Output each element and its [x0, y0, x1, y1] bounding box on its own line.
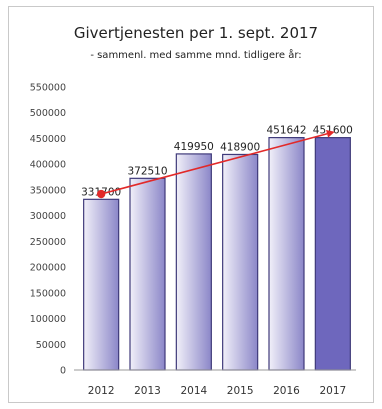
y-tick-label: 200000 — [30, 263, 66, 274]
y-tick-label: 550000 — [30, 83, 66, 94]
y-tick-label: 500000 — [30, 108, 66, 119]
bar — [175, 153, 212, 371]
bars-group — [83, 137, 351, 371]
y-tick-label: 50000 — [36, 340, 66, 351]
x-tick-label: 2015 — [227, 385, 254, 397]
x-tick-label: 2014 — [180, 385, 207, 397]
x-axis: 2012 2013 2014 2015 2016 2017 — [74, 369, 356, 397]
bar — [83, 198, 120, 371]
x-tick-label: 2012 — [88, 385, 115, 397]
data-label: 451600 — [313, 125, 353, 137]
bar — [314, 137, 351, 371]
trendline-group — [96, 129, 335, 199]
y-tick-label: 350000 — [30, 185, 66, 196]
bar — [129, 177, 166, 371]
x-tick-label: 2017 — [319, 385, 346, 397]
y-tick-label: 250000 — [30, 237, 66, 248]
x-tick-label: 2016 — [273, 385, 300, 397]
y-tick-label: 150000 — [30, 288, 66, 299]
data-label: 419950 — [174, 141, 214, 153]
chart-subtitle: - sammenl. med samme mnd. tidligere år: — [90, 48, 301, 61]
data-label: 418900 — [220, 141, 260, 153]
trend-start-dot — [96, 189, 106, 199]
data-labels-group: 331700372510419950418900451642451600 — [81, 125, 353, 199]
x-tick-label: 2013 — [134, 385, 161, 397]
bar — [268, 137, 305, 371]
y-tick-label: 300000 — [30, 211, 66, 222]
y-tick-label: 100000 — [30, 314, 66, 325]
chart-title: Givertjenesten per 1. sept. 2017 — [74, 24, 318, 42]
y-tick-label: 450000 — [30, 134, 66, 145]
y-tick-label: 400000 — [30, 160, 66, 171]
data-label: 372510 — [127, 165, 167, 177]
trend-line — [100, 129, 335, 195]
data-label: 451642 — [266, 125, 306, 137]
bar — [222, 153, 259, 371]
y-tick-label: 0 — [60, 366, 66, 377]
y-axis: 0 50000 100000 150000 200000 250000 300000 3500… — [30, 83, 66, 377]
